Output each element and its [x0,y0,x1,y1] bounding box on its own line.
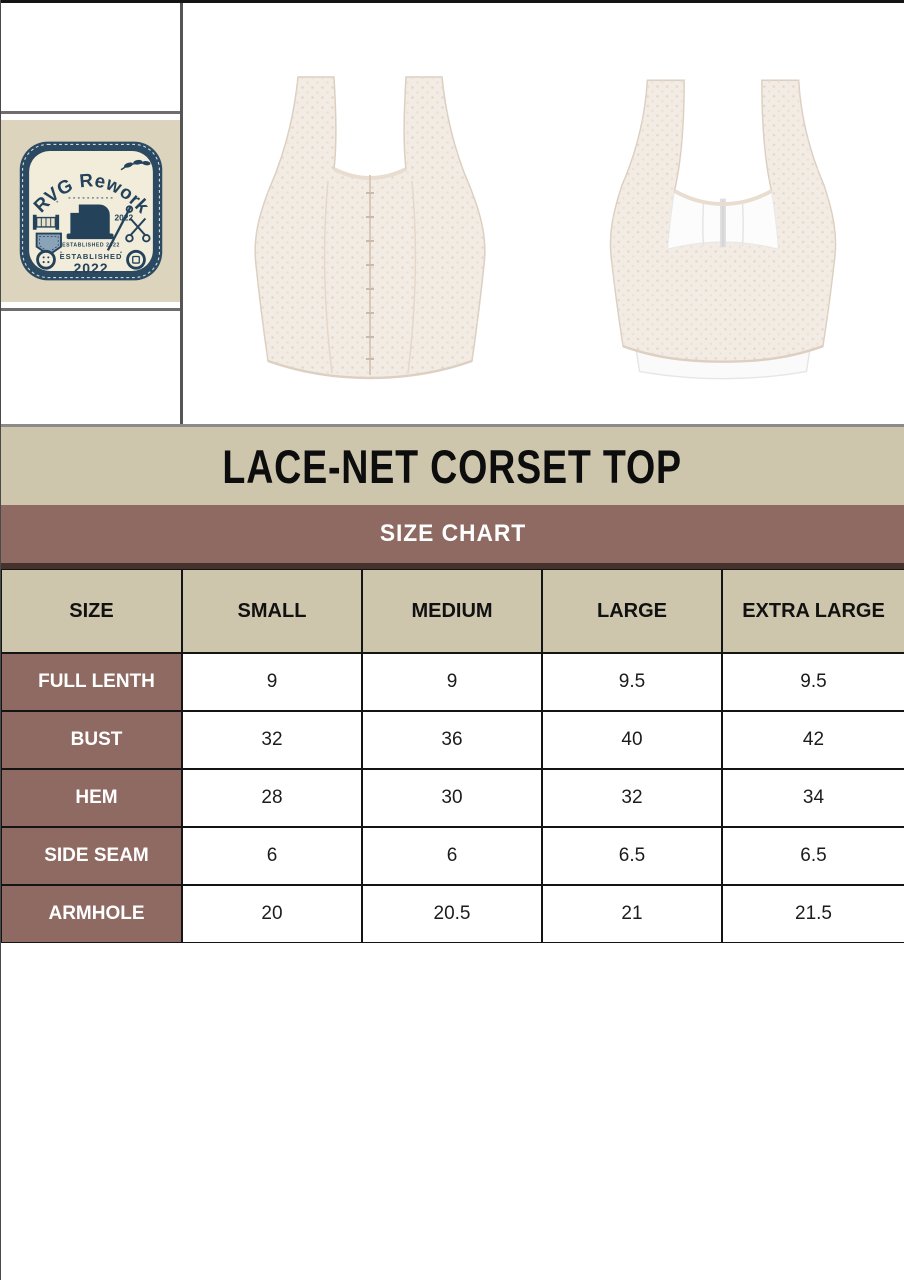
front-hem-edge [267,359,472,380]
table-cell: 9.5 [722,653,904,711]
thread-spool-icon [32,214,59,230]
button-icon-left [35,249,56,270]
column-header-extra-large: EXTRA LARGE [722,569,904,653]
front-seam-left [323,180,333,374]
row-label-bust: BUST [1,711,182,769]
table-cell: 28 [182,769,362,827]
front-hook-marks [365,192,374,360]
product-photo-area [183,3,904,424]
column-header-size: SIZE [1,569,182,653]
table-cell: 42 [722,711,904,769]
table-cell: 20.5 [362,885,542,943]
corset-front-photo [253,76,486,380]
left-column: RVG Reworks 2022 ESTABLISHED 2022 [1,3,183,424]
table-cell: 30 [362,769,542,827]
badge-machine-caption: ESTABLISHED 2022 [62,243,120,249]
table-cell: 6 [362,827,542,885]
table-cell: 34 [722,769,904,827]
table-cell: 9 [362,653,542,711]
table-cell: 20 [182,885,362,943]
table-cell: 6.5 [722,827,904,885]
left-empty-cell-bottom [1,311,180,424]
denim-pocket-icon [35,232,62,257]
product-title: LACE-NET CORSET TOP [222,439,683,493]
brand-logo-panel: RVG Reworks 2022 ESTABLISHED 2022 [1,120,180,302]
brand-badge-logo: RVG Reworks 2022 ESTABLISHED 2022 [16,131,162,281]
left-empty-cell-top [1,3,180,114]
back-neckline-edge [673,189,772,206]
table-cell: 32 [182,711,362,769]
column-header-large: LARGE [542,569,722,653]
badge-established-year: 2022 [73,260,108,276]
top-section: RVG Reworks 2022 ESTABLISHED 2022 [1,3,904,424]
table-cell: 40 [542,711,722,769]
row-label-hem: HEM [1,769,182,827]
blank-footer-area [1,943,904,1273]
column-header-small: SMALL [182,569,362,653]
size-chart-banner: SIZE CHART [1,505,904,569]
sewing-machine-icon [66,204,113,240]
front-seam-right [406,180,416,374]
table-cell: 21.5 [722,885,904,943]
column-header-medium: MEDIUM [362,569,542,653]
table-cell: 36 [362,711,542,769]
table-cell: 9.5 [542,653,722,711]
needle-icon [106,205,133,251]
top-border-line [1,0,904,3]
table-cell: 21 [542,885,722,943]
logo-cell: RVG Reworks 2022 ESTABLISHED 2022 [1,114,180,311]
row-label-armhole: ARMHOLE [1,885,182,943]
corset-back-photo [609,79,836,380]
size-chart-table: SIZE SMALL MEDIUM LARGE EXTRA LARGE FULL… [1,569,904,943]
table-cell: 6.5 [542,827,722,885]
table-cell: 32 [542,769,722,827]
back-hem-edge [622,345,823,363]
scissors-icon [124,217,151,243]
table-cell: 9 [182,653,362,711]
row-label-side-seam: SIDE SEAM [1,827,182,885]
row-label-full-lenth: FULL LENTH [1,653,182,711]
product-title-banner: LACE-NET CORSET TOP [1,424,904,505]
button-icon-right [125,249,146,270]
back-boning-lines [701,200,744,247]
table-cell: 6 [182,827,362,885]
size-chart-banner-label: SIZE CHART [379,520,526,547]
badge-established-label: ESTABLISHED [59,252,122,261]
leaf-sprig-icon [120,159,151,171]
